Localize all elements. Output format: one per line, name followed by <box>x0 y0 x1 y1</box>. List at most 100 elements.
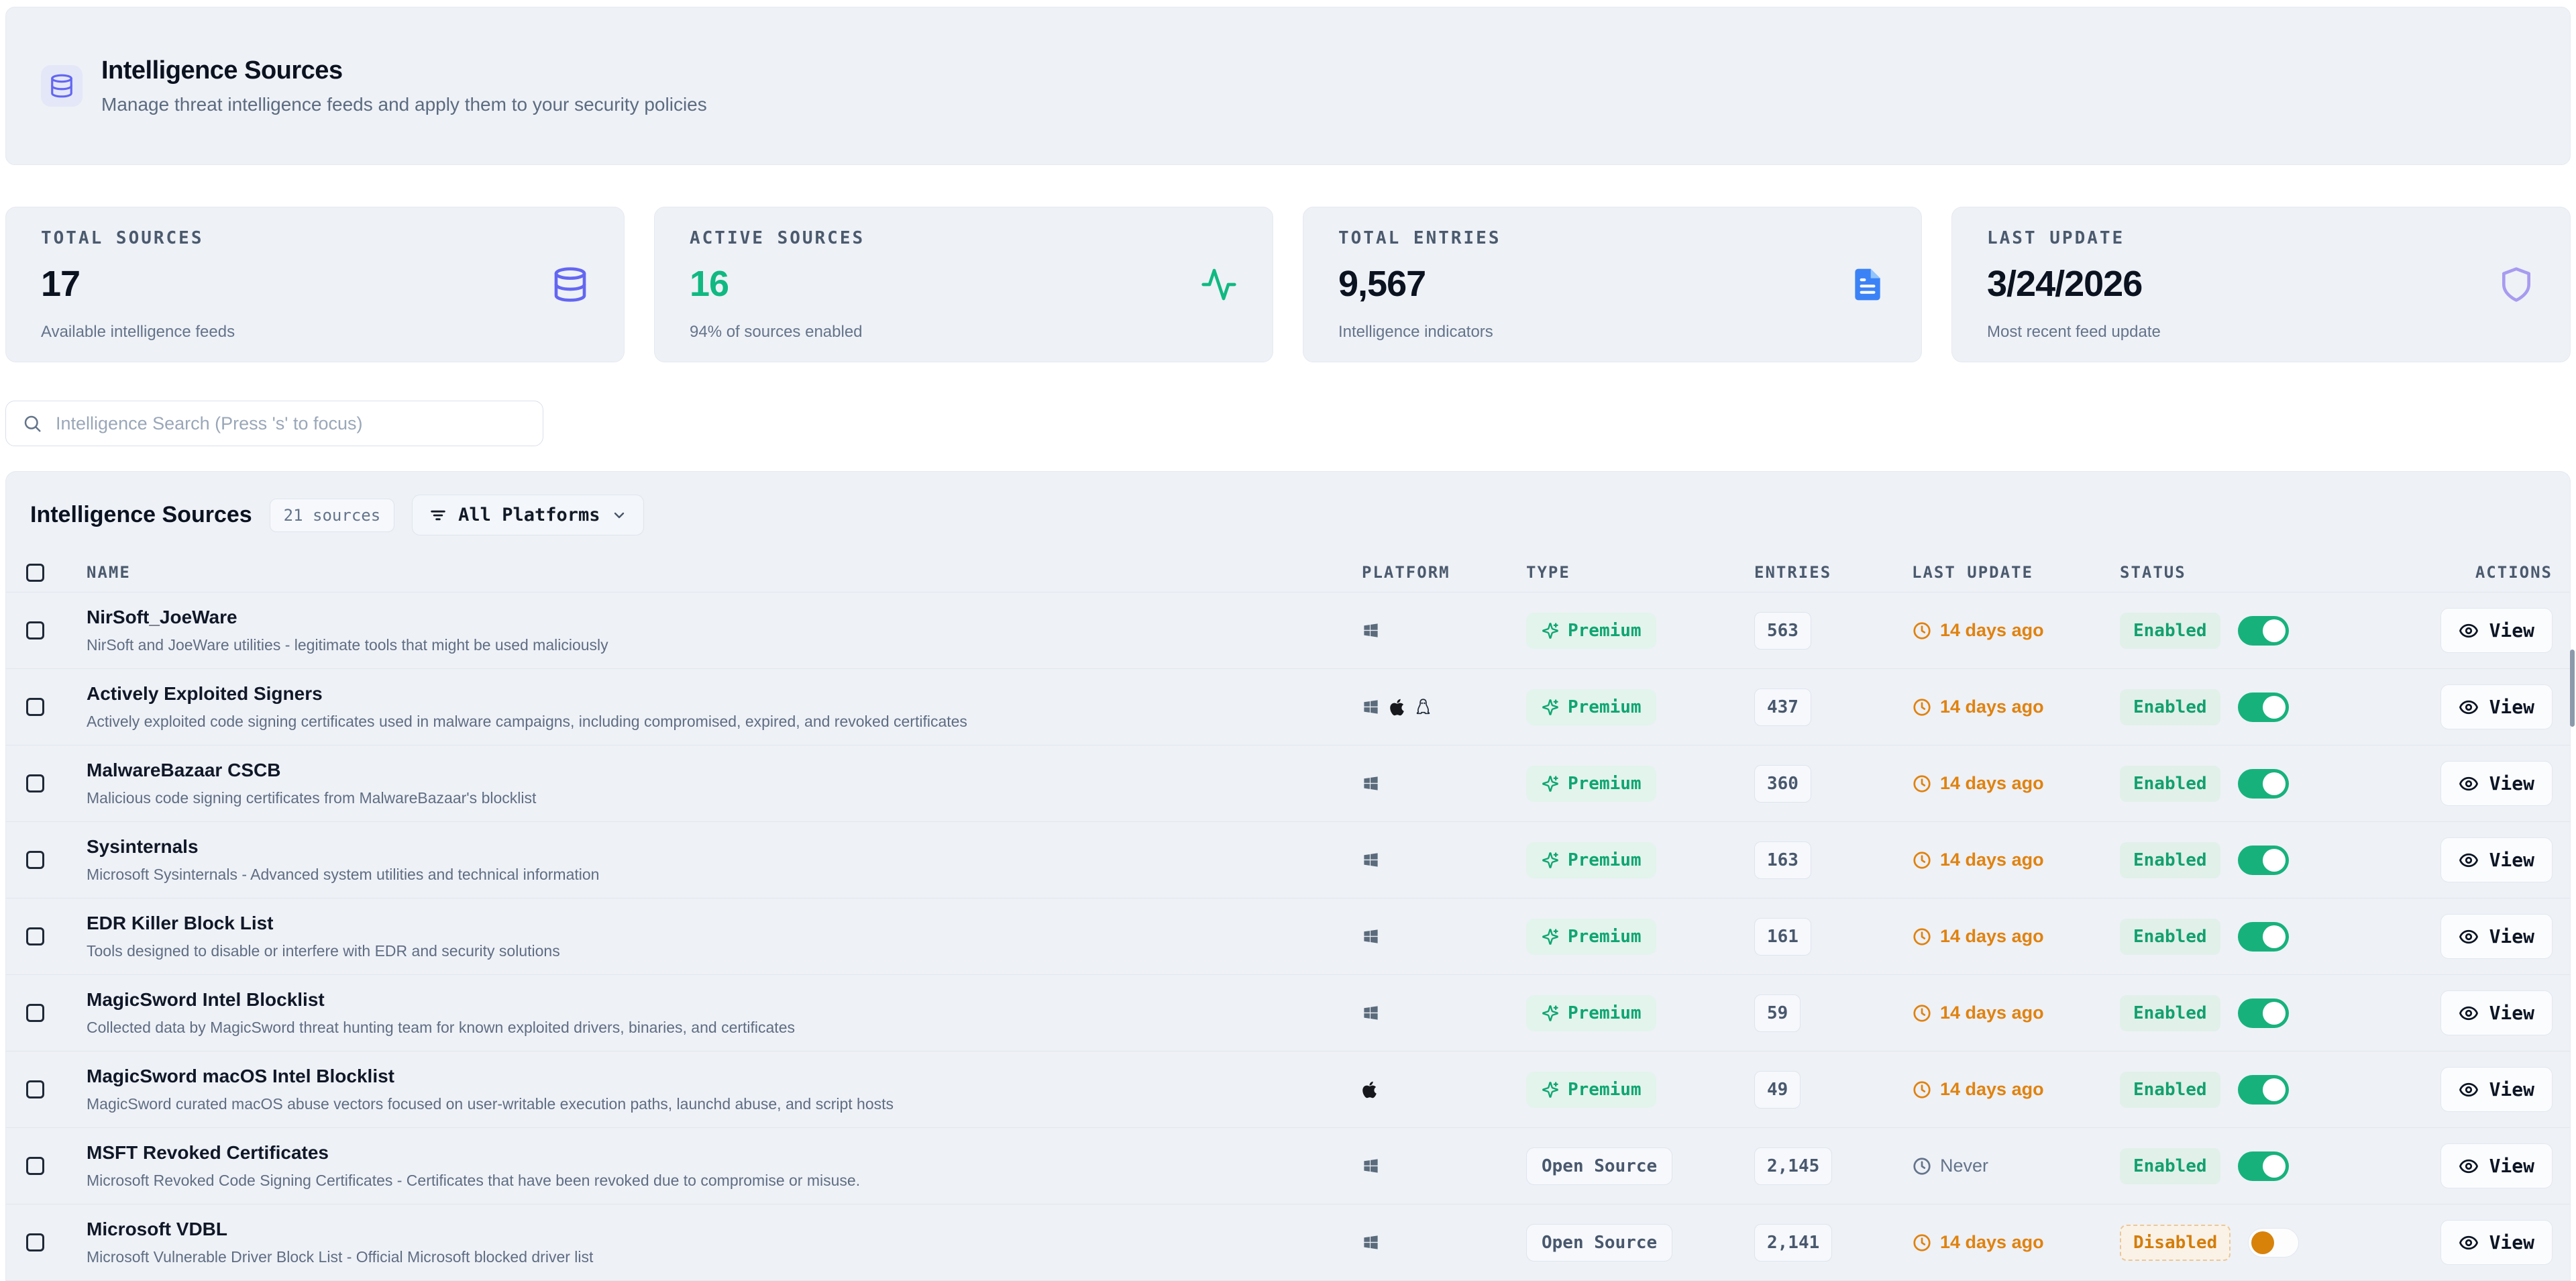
clock-icon <box>1912 1003 1932 1023</box>
page-subtitle: Manage threat intelligence feeds and app… <box>101 94 707 115</box>
sources-panel: Intelligence Sources 21 sources All Plat… <box>5 471 2571 1281</box>
clock-icon <box>1912 850 1932 870</box>
last-update-text: Never <box>1940 1156 1989 1176</box>
clock-icon <box>1912 1080 1932 1100</box>
source-name: Actively Exploited Signers <box>87 683 323 704</box>
row-checkbox[interactable] <box>26 1157 44 1175</box>
search-input[interactable] <box>54 412 527 435</box>
table-row: Sysinternals Microsoft Sysinternals - Ad… <box>6 822 2570 899</box>
select-all-checkbox[interactable] <box>26 563 44 582</box>
type-badge: Premium <box>1526 765 1656 802</box>
status-badge: Enabled <box>2120 1147 2220 1184</box>
source-description: NirSoft and JoeWare utilities - legitima… <box>87 636 608 654</box>
eye-icon <box>2459 927 2479 947</box>
last-update-text: 14 days ago <box>1940 697 2044 717</box>
clock-icon <box>1912 1233 1932 1253</box>
row-checkbox[interactable] <box>26 1080 44 1098</box>
type-label: Premium <box>1568 1003 1642 1023</box>
status-toggle[interactable] <box>2237 1074 2289 1105</box>
row-checkbox[interactable] <box>26 927 44 945</box>
type-label: Premium <box>1568 620 1642 641</box>
view-button[interactable]: View <box>2440 684 2553 729</box>
windows-icon <box>1362 1157 1380 1175</box>
platform-icons <box>1362 851 1526 869</box>
view-label: View <box>2489 1078 2534 1100</box>
status-toggle[interactable] <box>2237 921 2289 952</box>
panel-title: Intelligence Sources <box>30 502 252 527</box>
stat-caption: Intelligence indicators <box>1338 322 1493 341</box>
row-checkbox[interactable] <box>26 1004 44 1022</box>
row-checkbox[interactable] <box>26 774 44 792</box>
type-label: Premium <box>1568 1079 1642 1100</box>
view-button[interactable]: View <box>2440 914 2553 959</box>
last-update-text: 14 days ago <box>1940 1232 2044 1252</box>
stat-card-total-entries: TOTAL ENTRIES 9,567 Intelligence indicat… <box>1303 207 1922 362</box>
view-button[interactable]: View <box>2440 761 2553 806</box>
status-toggle[interactable] <box>2248 1227 2300 1258</box>
vertical-scrollbar-thumb[interactable] <box>2570 650 2575 727</box>
status-toggle[interactable] <box>2237 845 2289 875</box>
platform-icons <box>1362 698 1526 717</box>
stat-card-last-update: LAST UPDATE 3/24/2026 Most recent feed u… <box>1951 207 2571 362</box>
source-name: NirSoft_JoeWare <box>87 607 237 627</box>
entries-badge: 59 <box>1754 994 1801 1032</box>
source-name: MSFT Revoked Certificates <box>87 1142 329 1163</box>
entries-badge: 2,141 <box>1754 1223 1833 1262</box>
apple-icon <box>1389 698 1405 717</box>
source-description: MagicSword curated macOS abuse vectors f… <box>87 1095 894 1113</box>
source-description: Collected data by MagicSword threat hunt… <box>87 1019 795 1036</box>
view-label: View <box>2489 925 2534 947</box>
type-badge: Premium <box>1526 612 1656 649</box>
row-checkbox[interactable] <box>26 1233 44 1251</box>
column-header-last-update: LAST UPDATE <box>1912 563 2033 582</box>
view-button[interactable]: View <box>2440 608 2553 653</box>
windows-icon <box>1362 851 1380 869</box>
sparkles-icon <box>1541 851 1560 870</box>
clock-icon <box>1912 1156 1932 1176</box>
table-row: MagicSword macOS Intel Blocklist MagicSw… <box>6 1052 2570 1128</box>
last-update: 14 days ago <box>1912 620 2120 641</box>
view-button[interactable]: View <box>2440 990 2553 1035</box>
row-checkbox[interactable] <box>26 698 44 716</box>
last-update: 14 days ago <box>1912 926 2120 947</box>
view-button[interactable]: View <box>2440 1220 2553 1265</box>
platform-icons <box>1362 1004 1526 1022</box>
row-checkbox[interactable] <box>26 851 44 869</box>
platform-icons <box>1362 621 1526 639</box>
status-toggle[interactable] <box>2237 692 2289 722</box>
status-badge: Enabled <box>2120 688 2220 725</box>
source-name: EDR Killer Block List <box>87 913 274 933</box>
entries-badge: 437 <box>1754 688 1811 726</box>
row-checkbox[interactable] <box>26 621 44 639</box>
source-description: Microsoft Vulnerable Driver Block List -… <box>87 1248 594 1266</box>
status-toggle[interactable] <box>2237 1151 2289 1181</box>
type-badge: Open Source <box>1526 1147 1673 1185</box>
platform-filter-dropdown[interactable]: All Platforms <box>412 495 644 535</box>
source-description: Microsoft Revoked Code Signing Certifica… <box>87 1172 861 1189</box>
status-toggle[interactable] <box>2237 615 2289 646</box>
stat-value: 17 <box>41 263 80 304</box>
view-button[interactable]: View <box>2440 1067 2553 1112</box>
page-title: Intelligence Sources <box>101 56 343 85</box>
view-label: View <box>2489 1231 2534 1253</box>
view-button[interactable]: View <box>2440 837 2553 882</box>
last-update: 14 days ago <box>1912 697 2120 717</box>
type-badge: Premium <box>1526 1071 1656 1108</box>
stat-caption: Most recent feed update <box>1987 322 2161 341</box>
table-row: MSFT Revoked Certificates Microsoft Revo… <box>6 1128 2570 1205</box>
status-toggle[interactable] <box>2237 998 2289 1028</box>
last-update: 14 days ago <box>1912 773 2120 794</box>
status-toggle[interactable] <box>2237 768 2289 799</box>
sparkles-icon <box>1541 698 1560 717</box>
platform-icons <box>1362 1157 1526 1175</box>
stats-row: TOTAL SOURCES 17 Available intelligence … <box>5 207 2571 362</box>
type-label: Premium <box>1568 926 1642 947</box>
column-header-type: TYPE <box>1526 563 1570 582</box>
windows-icon <box>1362 1233 1380 1251</box>
stat-value: 9,567 <box>1338 263 1426 304</box>
view-button[interactable]: View <box>2440 1143 2553 1188</box>
stat-caption: 94% of sources enabled <box>690 322 863 341</box>
table-row: MalwareBazaar CSCB Malicious code signin… <box>6 746 2570 822</box>
file-text-icon <box>1849 266 1886 303</box>
chevron-down-icon <box>611 507 627 523</box>
